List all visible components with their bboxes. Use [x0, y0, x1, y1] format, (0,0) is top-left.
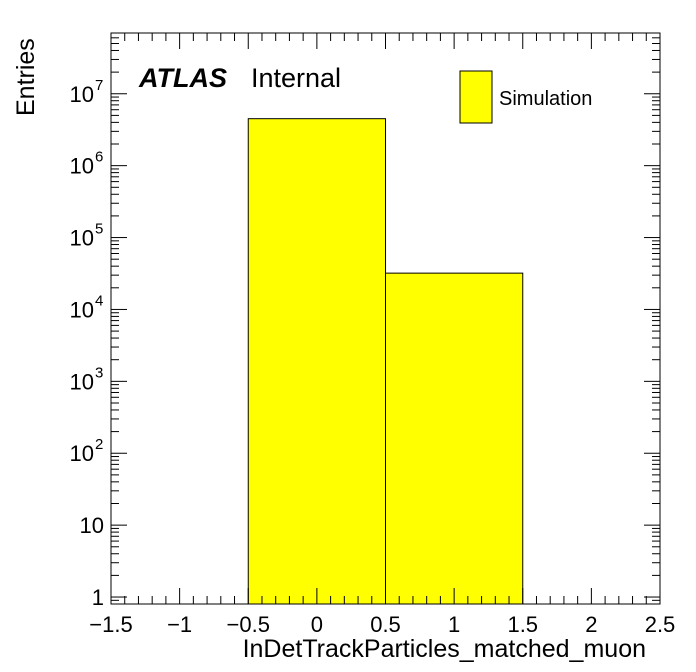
y-tick-exponent: 2	[95, 436, 103, 453]
x-tick-label: −0.5	[227, 612, 270, 637]
y-tick-label: 10	[70, 369, 94, 394]
legend-swatch-simulation	[459, 70, 493, 124]
y-tick-label: 1	[92, 585, 104, 610]
x-tick-labels: −1.5 −1 −0.5 0 0.5 1 1.5 2 2.5	[89, 612, 675, 637]
histogram-bin-1	[385, 272, 524, 605]
y-tick-label: 10	[70, 154, 94, 179]
y-tick-exponent: 7	[95, 77, 103, 94]
y-tick-exponent: 3	[95, 364, 103, 381]
x-axis-title: InDetTrackParticles_matched_muon	[243, 635, 646, 663]
x-tick-label: 1.5	[507, 612, 538, 637]
y-tick-label: 10	[70, 226, 94, 251]
x-tick-label: 0.5	[370, 612, 401, 637]
x-tick-label: 2.5	[645, 612, 676, 637]
internal-label: Internal	[251, 63, 341, 93]
y-tick-exponent: 5	[95, 221, 103, 238]
plot-frame	[110, 32, 661, 605]
y-tick-exponent: 6	[95, 149, 103, 166]
atlas-label: ATLAS	[138, 63, 227, 93]
legend-label-simulation: Simulation	[499, 88, 592, 110]
histogram-bars	[247, 118, 524, 605]
x-tick-label: 0	[311, 612, 323, 637]
x-tick-label: −1	[167, 612, 192, 637]
y-tick-label: 10	[70, 297, 94, 322]
y-tick-label: 10	[70, 82, 94, 107]
legend: Simulation	[459, 70, 592, 124]
x-tick-label: −1.5	[89, 612, 132, 637]
y-tick-exponent: 4	[95, 292, 103, 309]
axis-ticks	[110, 32, 661, 605]
x-tick-label: 2	[585, 612, 597, 637]
y-axis-title: Entries	[12, 38, 40, 116]
y-tick-label: 10	[80, 513, 104, 538]
x-tick-label: 1	[448, 612, 460, 637]
histogram-bin-0	[247, 118, 386, 605]
y-tick-label: 10	[70, 441, 94, 466]
